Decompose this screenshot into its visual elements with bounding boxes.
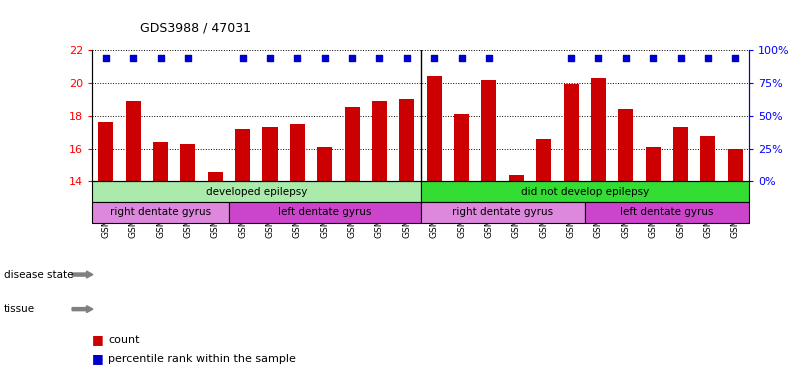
Point [291,55,304,61]
Bar [126,101,141,181]
Point [182,55,195,61]
Bar [564,84,578,181]
Point [592,55,605,61]
Point [619,55,632,61]
Bar [400,99,414,181]
Bar [585,202,749,223]
Text: left dentate gyrus: left dentate gyrus [620,207,714,217]
Text: right dentate gyrus: right dentate gyrus [110,207,211,217]
Text: percentile rank within the sample: percentile rank within the sample [108,354,296,364]
Bar [700,136,715,181]
Bar [92,181,421,202]
Bar [481,79,497,181]
Text: right dentate gyrus: right dentate gyrus [452,207,553,217]
Point [264,55,276,61]
Bar [263,127,277,181]
Bar [180,144,195,181]
Point [154,55,167,61]
Bar [618,109,634,181]
Point [646,55,659,61]
Point [373,55,386,61]
Bar [99,122,113,181]
Point [400,55,413,61]
Bar [92,202,229,223]
Point [482,55,495,61]
Text: ■: ■ [92,353,104,366]
Bar [454,114,469,181]
Text: ■: ■ [92,333,104,346]
Point [729,55,742,61]
Bar [509,175,524,181]
Bar [229,202,421,223]
Point [318,55,331,61]
Text: tissue: tissue [4,304,35,314]
Bar [421,202,585,223]
Bar [646,147,661,181]
Point [99,55,112,61]
Text: disease state: disease state [4,270,74,280]
Text: count: count [108,335,139,345]
Point [702,55,714,61]
Point [127,55,139,61]
Bar [728,149,743,181]
Bar [673,127,688,181]
Text: left dentate gyrus: left dentate gyrus [278,207,372,217]
Text: developed epilepsy: developed epilepsy [206,187,307,197]
Bar [591,78,606,181]
Bar [536,139,551,181]
Bar [153,142,168,181]
Text: GDS3988 / 47031: GDS3988 / 47031 [140,22,252,35]
Text: did not develop epilepsy: did not develop epilepsy [521,187,649,197]
Bar [372,101,387,181]
Bar [427,76,441,181]
Bar [235,129,250,181]
Bar [290,124,305,181]
Bar [207,172,223,181]
Point [565,55,578,61]
Bar [421,181,749,202]
Point [674,55,687,61]
Point [455,55,468,61]
Point [236,55,249,61]
Bar [344,108,360,181]
Point [428,55,441,61]
Point [346,55,359,61]
Bar [317,147,332,181]
